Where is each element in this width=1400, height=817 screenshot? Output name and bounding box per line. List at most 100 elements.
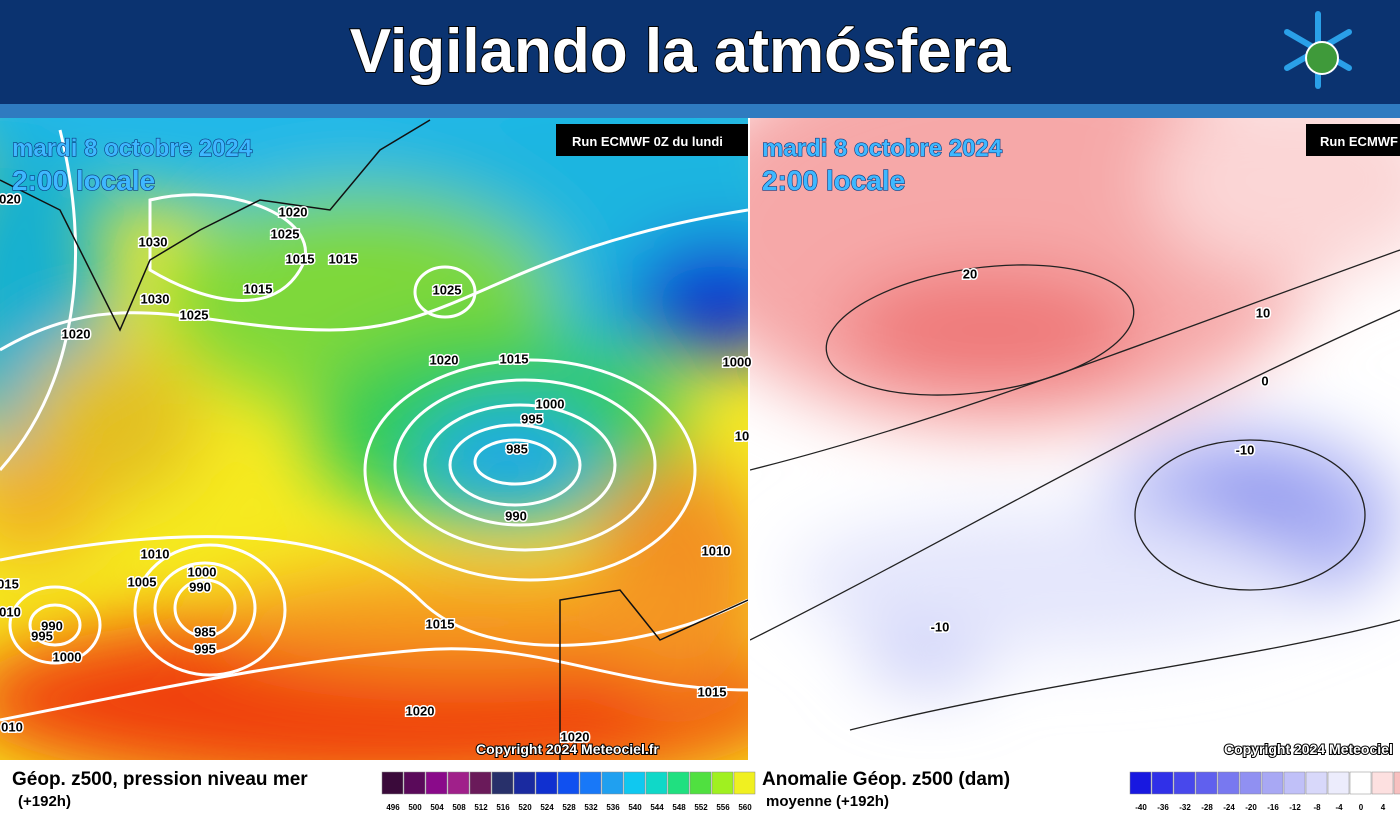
panel-date: mardi 8 octobre 2024 (762, 135, 1003, 162)
contour-label: 1015 (500, 351, 529, 366)
scale-label: 520 (518, 803, 532, 812)
scale-label: -4 (1335, 803, 1343, 812)
scale-label: -20 (1245, 803, 1257, 812)
contour-label: 1030 (139, 234, 168, 249)
contour-label: 985 (194, 624, 216, 639)
panel-time: 2:00 locale (762, 165, 905, 196)
contour-label: 1010 (702, 543, 731, 558)
contour-label: 990 (189, 579, 211, 594)
scale-swatch (1349, 771, 1372, 795)
contour-label: 10 (735, 428, 749, 443)
scale-swatch (667, 771, 690, 795)
pressure-map (0, 118, 748, 760)
scale-swatch (535, 771, 558, 795)
contour-label: 995 (31, 628, 53, 643)
contour-label: 1025 (433, 282, 462, 297)
contour-label: 10 (1256, 305, 1270, 320)
scale-label: -36 (1157, 803, 1169, 812)
scale-label: 504 (430, 803, 444, 812)
contour-label: 1000 (723, 354, 752, 369)
copyright: Copyright 2024 Meteociel (1224, 741, 1393, 757)
contour-label: 985 (506, 441, 528, 456)
scale-swatch (1129, 771, 1152, 795)
contour-label: 1020 (561, 729, 590, 744)
scale-swatch (469, 771, 492, 795)
scale-swatch (447, 771, 470, 795)
scale-swatch (425, 771, 448, 795)
contour-label: -10 (931, 619, 950, 634)
contour-label: 20 (963, 266, 977, 281)
contour-label: -10 (1236, 442, 1255, 457)
panel-time: 2:00 locale (12, 165, 155, 196)
contour-label: 1015 (698, 684, 727, 699)
scale-swatch (689, 771, 712, 795)
contour-label: 1025 (180, 307, 209, 322)
contour-label: 1020 (430, 352, 459, 367)
contour-label: 0 (1261, 373, 1268, 388)
logo (1284, 11, 1352, 89)
legend-title: Géop. z500, pression niveau mer (12, 769, 308, 790)
scale-label: 556 (716, 803, 730, 812)
site-title: Vigilando la atmósfera (350, 17, 1011, 86)
scale-label: -12 (1289, 803, 1301, 812)
scale-swatch (513, 771, 536, 795)
scale-label: 532 (584, 803, 598, 812)
divider (748, 118, 750, 817)
contour-label: 010 (0, 604, 21, 619)
scale-label: 4 (1381, 803, 1386, 812)
header-bar (0, 0, 1400, 104)
legend-title: Anomalie Géop. z500 (dam) (762, 769, 1010, 790)
contour-label: 1010 (141, 546, 170, 561)
anomaly-map (750, 118, 1400, 760)
scale-label: -28 (1201, 803, 1213, 812)
scale-label: 0 (1359, 803, 1364, 812)
scale-swatch (623, 771, 646, 795)
scale-label: 500 (408, 803, 422, 812)
contour-label: 1020 (279, 204, 308, 219)
scale-swatch (1261, 771, 1284, 795)
scale-label: -16 (1267, 803, 1279, 812)
scale-swatch (1283, 771, 1306, 795)
contour-label: 1025 (271, 226, 300, 241)
scale-swatch (491, 771, 514, 795)
scale-label: 560 (738, 803, 752, 812)
scale-swatch (1195, 771, 1218, 795)
run-label: Run ECMWF 0Z du lundi (572, 134, 723, 149)
scale-label: 528 (562, 803, 576, 812)
scale-label: 540 (628, 803, 642, 812)
contour-label: 1000 (53, 649, 82, 664)
header-strip (0, 104, 1400, 118)
scale-swatch (1217, 771, 1240, 795)
contour-label: 015 (0, 576, 19, 591)
contour-label: 1015 (329, 251, 358, 266)
contour-label: 990 (41, 618, 63, 633)
contour-label: 990 (505, 508, 527, 523)
contour-label: 1000 (188, 564, 217, 579)
scale-label: 544 (650, 803, 664, 812)
contour-label: 1020 (406, 703, 435, 718)
scale-swatch (601, 771, 624, 795)
scale-swatch (1371, 771, 1394, 795)
copyright: Copyright 2024 Meteociel.fr (476, 741, 659, 757)
scale-swatch (1327, 771, 1350, 795)
contour-label: 1015 (286, 251, 315, 266)
scale-label: -40 (1135, 803, 1147, 812)
scale-swatch (1173, 771, 1196, 795)
scale-label: 496 (386, 803, 400, 812)
scale-swatch (557, 771, 580, 795)
contour-label: 1005 (128, 574, 157, 589)
scale-label: 508 (452, 803, 466, 812)
contour-label: 010 (1, 719, 23, 734)
legend-subtitle: (+192h) (18, 793, 71, 810)
contour-label: 1015 (244, 281, 273, 296)
scale-swatch (381, 771, 404, 795)
scale-swatch (711, 771, 734, 795)
contour-label: 1000 (536, 396, 565, 411)
scale-swatch (1151, 771, 1174, 795)
panel-date: mardi 8 octobre 2024 (12, 135, 253, 162)
scale-swatch (1305, 771, 1328, 795)
scale-label: 548 (672, 803, 686, 812)
contour-label: 995 (194, 641, 216, 656)
scale-label: 512 (474, 803, 488, 812)
